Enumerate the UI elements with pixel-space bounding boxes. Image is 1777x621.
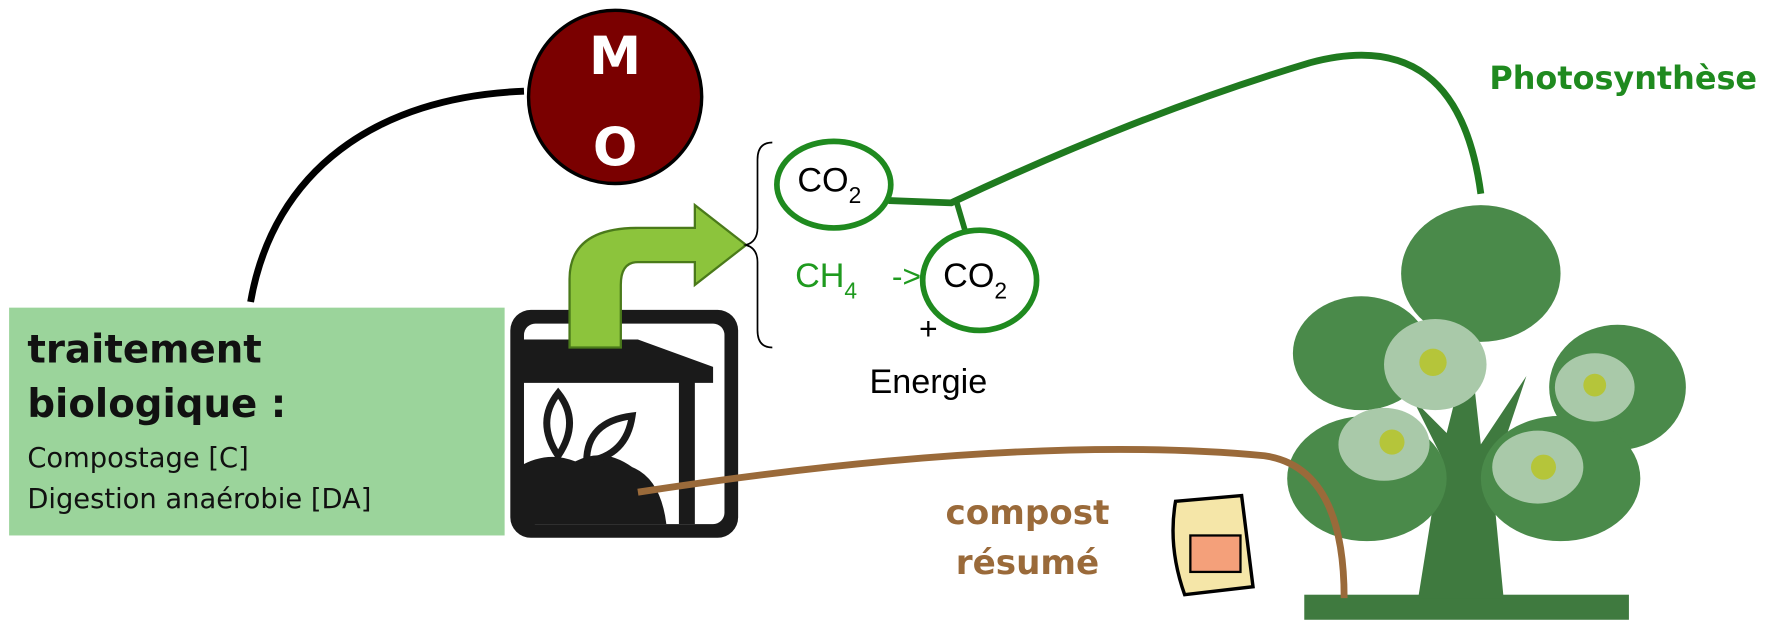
arrow-text: -> (892, 258, 921, 294)
formula: CO (943, 257, 994, 295)
compost-bag (1171, 493, 1255, 597)
subscript: 2 (849, 182, 862, 208)
subscript: 4 (844, 278, 857, 304)
treatment-title: traitement (27, 327, 261, 372)
plus: + (919, 311, 938, 347)
connector-arc (247, 87, 525, 303)
mo-letter: M (589, 26, 641, 87)
tree (1287, 205, 1686, 620)
photosynthesis-line (888, 51, 1485, 207)
co2-circle (919, 227, 1040, 334)
mo-circle (526, 8, 704, 186)
treatment-title: biologique : (27, 382, 286, 427)
arrow (568, 202, 748, 349)
formula: CH (795, 257, 844, 295)
co2-circle (774, 138, 894, 231)
mo-letter: O (593, 117, 638, 178)
treatment-item: Compostage [C] (27, 443, 248, 474)
subscript: 2 (994, 278, 1007, 304)
ch4-label: CH4 (795, 257, 857, 303)
co2-label: CO2 (797, 161, 861, 207)
co2-label: CO2 (943, 257, 1007, 303)
compost-label: compost (946, 493, 1110, 533)
compost-icon (510, 309, 739, 538)
compost-line (637, 445, 1348, 599)
energy-label: Energie (870, 363, 988, 401)
connector (954, 202, 969, 235)
treatment-box (9, 307, 505, 536)
formula: CO (797, 161, 848, 199)
compost-label: résumé (956, 543, 1099, 583)
brace (743, 141, 773, 349)
photosynthesis-label: Photosynthèse (1489, 59, 1757, 97)
treatment-item: Digestion anaérobie [DA] (27, 484, 371, 515)
